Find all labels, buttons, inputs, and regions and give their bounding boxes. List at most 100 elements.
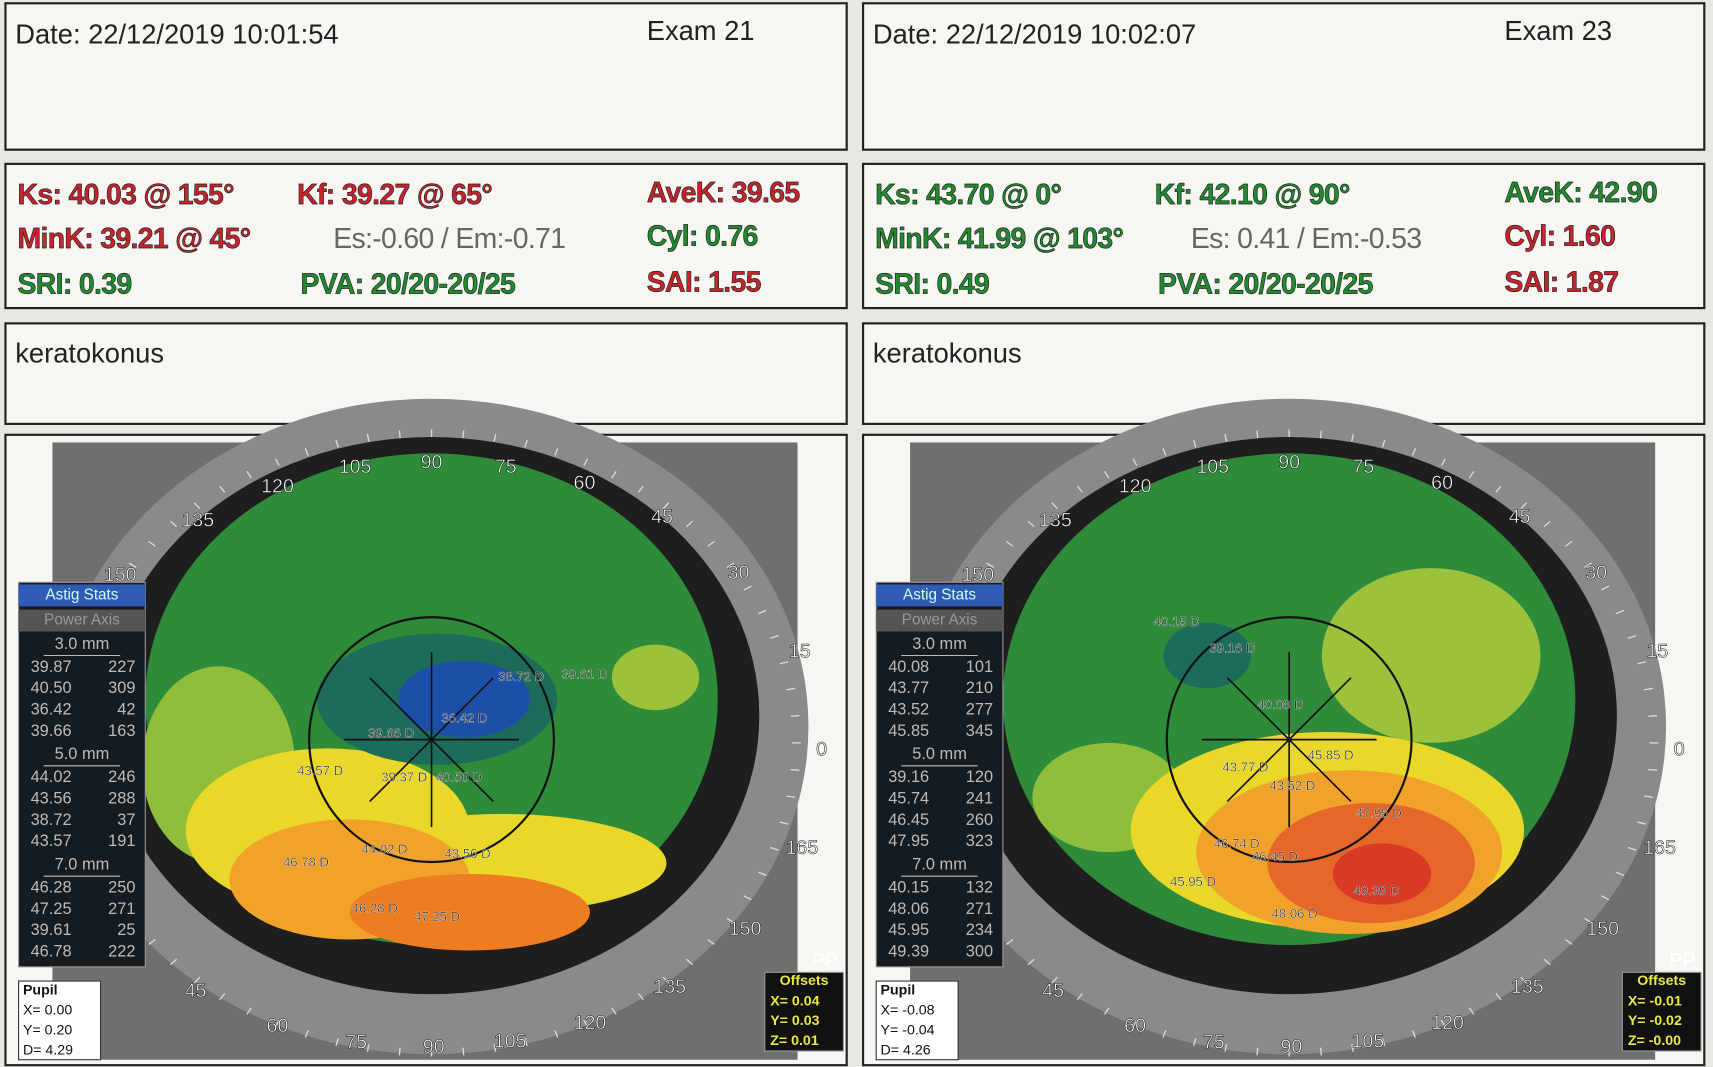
astig-axis: 260	[966, 811, 993, 829]
degree-tick	[637, 485, 644, 493]
k-es-em: Es:-0.60 / Em:-0.71	[333, 223, 565, 255]
offsets-title: Offsets	[780, 973, 829, 989]
angle-label: 75	[1203, 1032, 1225, 1054]
astig-axis: 37	[117, 811, 135, 829]
angle-label: 90	[421, 451, 443, 473]
astig-axis: 271	[108, 900, 135, 918]
degree-tick	[398, 430, 401, 439]
offsets-y: Y= -0.02	[1628, 1013, 1682, 1029]
degree-tick	[246, 470, 252, 479]
degree-tick	[193, 502, 201, 510]
map-value-label: 39.16 D	[1209, 640, 1255, 655]
degree-tick	[1440, 458, 1446, 466]
angle-label: 105	[339, 456, 372, 478]
degree-tick	[686, 520, 694, 528]
degree-tick	[493, 433, 497, 442]
degree-tick	[524, 1038, 528, 1046]
meridian	[1288, 677, 1352, 741]
map-value-label: 40.08 D	[1257, 697, 1303, 712]
degree-tick	[462, 430, 465, 439]
map-region	[1321, 568, 1541, 743]
angle-label: 120	[1431, 1012, 1464, 1034]
angle-label: 120	[1119, 475, 1152, 497]
degree-tick	[790, 768, 800, 771]
angle-label: 0	[1674, 739, 1685, 761]
k-ks: Ks: 40.03 @ 155°	[17, 179, 234, 211]
angle-label: 150	[961, 564, 994, 586]
k-ks: Ks: 43.70 @ 0°	[875, 179, 1061, 211]
degree-tick	[1520, 976, 1527, 984]
k-avek: AveK: 39.65	[647, 177, 800, 209]
angle-label: 45	[651, 506, 673, 528]
astig-axis: 288	[108, 789, 135, 807]
degree-tick	[148, 540, 156, 547]
degree-tick	[335, 439, 339, 448]
astig-subtitle-bar	[18, 609, 146, 632]
degree-tick	[1351, 433, 1354, 442]
degree-tick	[274, 458, 280, 466]
astig-power: 45.74	[888, 789, 929, 807]
angle-label: 150	[729, 918, 762, 940]
degree-tick	[1256, 1047, 1259, 1056]
astig-axis: 191	[108, 832, 135, 850]
pupil-d: D= 4.26	[881, 1043, 931, 1059]
degree-tick	[1440, 1019, 1446, 1028]
angle-label: 75	[495, 456, 517, 478]
k-es-em: Es: 0.41 / Em:-0.53	[1191, 223, 1422, 255]
angle-label: 60	[267, 1015, 289, 1037]
degree-tick	[1468, 470, 1475, 479]
angle-label: 135	[181, 509, 214, 531]
astig-axis: 323	[966, 832, 993, 850]
astig-title: Astig Stats	[903, 586, 976, 603]
astig-power: 46.45	[888, 811, 929, 829]
degree-tick	[1520, 502, 1527, 510]
degree-tick	[148, 939, 156, 945]
pupil-x: X= -0.08	[881, 1002, 935, 1018]
angle-label: 60	[1124, 1015, 1146, 1037]
degree-tick	[1627, 635, 1637, 639]
degree-tick	[1224, 1044, 1228, 1052]
map-value-label: 40.15 D	[1154, 614, 1200, 629]
degree-tick	[770, 846, 779, 851]
k-pva: PVA: 20/20-20/25	[300, 269, 515, 301]
degree-tick	[219, 485, 226, 493]
pp-label: PP	[812, 950, 838, 972]
degree-tick	[335, 1038, 339, 1046]
astig-power: 48.06	[888, 900, 929, 918]
astig-zone: 3.0 mm	[912, 635, 967, 653]
angle-label: 75	[345, 1032, 367, 1054]
pupil-box	[875, 980, 959, 1061]
astig-axis: 246	[108, 768, 135, 786]
astig-axis: 309	[108, 679, 135, 697]
angle-label: 135	[1511, 976, 1544, 998]
astig-power: 45.85	[888, 722, 929, 740]
angle-label: 60	[1431, 472, 1453, 494]
map-value-label: 43.57 D	[297, 763, 343, 778]
astig-zone: 5.0 mm	[55, 745, 110, 763]
angle-label: 165	[1643, 837, 1676, 859]
astig-zone: 5.0 mm	[912, 745, 967, 763]
map-value-label: 38.72 D	[498, 669, 544, 684]
offsets-x: X= -0.01	[1628, 994, 1682, 1010]
map-value-label: 46.78 D	[283, 855, 329, 870]
pupil-y: Y= 0.20	[23, 1023, 72, 1039]
map-region	[349, 874, 590, 951]
map-region	[1163, 622, 1251, 689]
map-value-label: 39.37 D	[381, 769, 427, 784]
degree-tick	[1076, 993, 1083, 1001]
k-kf: Kf: 39.27 @ 65°	[297, 179, 492, 211]
header-box	[4, 2, 848, 151]
astig-power: 39.66	[31, 722, 72, 740]
exam-number: Exam 23	[1504, 15, 1612, 46]
header-box	[861, 2, 1706, 151]
meridian	[1226, 739, 1290, 803]
astig-power: 43.77	[888, 679, 929, 697]
astig-power: 43.56	[31, 789, 72, 807]
astig-power: 38.72	[31, 811, 72, 829]
offsets-y: Y= 0.03	[770, 1013, 819, 1029]
astig-title-bar	[876, 584, 1003, 607]
exam-number: Exam 21	[647, 15, 755, 46]
degree-tick	[366, 1044, 370, 1052]
k-cyl: Cyl: 0.76	[647, 221, 758, 253]
